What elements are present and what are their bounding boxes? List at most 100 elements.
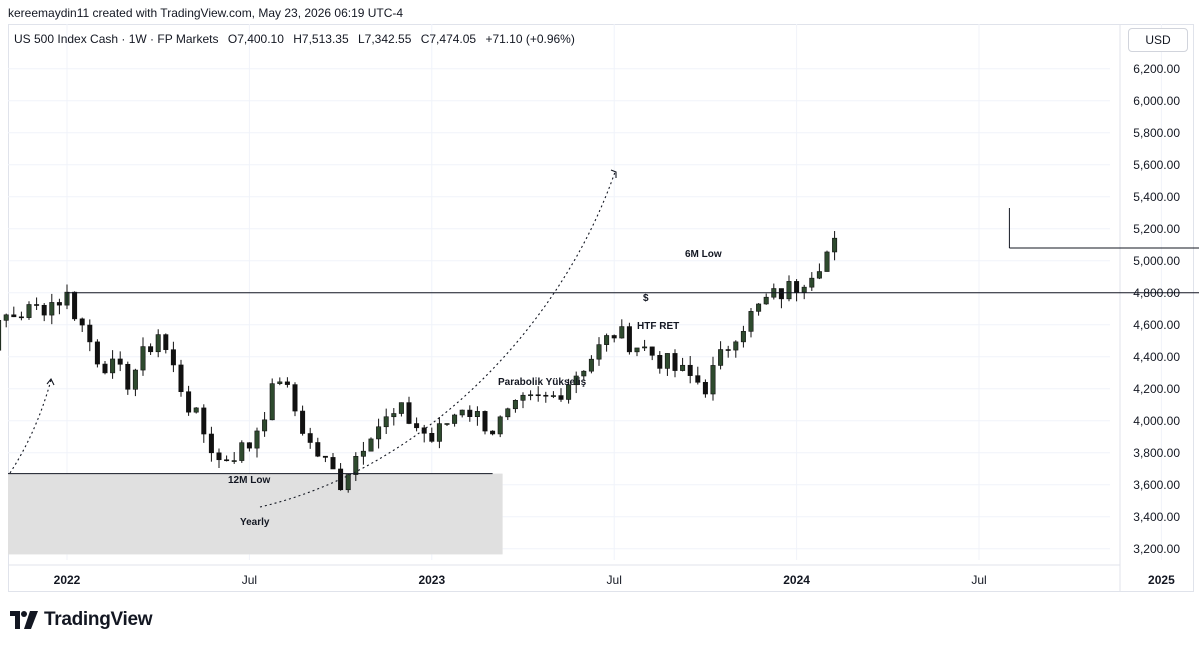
- candle-down[interactable]: [330, 457, 336, 470]
- candle-down[interactable]: [292, 384, 298, 412]
- candle-up[interactable]: [254, 430, 260, 449]
- candle-down[interactable]: [148, 346, 154, 353]
- candle-down[interactable]: [778, 288, 784, 300]
- candle-up[interactable]: [459, 409, 465, 416]
- candle-down[interactable]: [695, 375, 701, 383]
- candle-down[interactable]: [72, 291, 78, 320]
- candle-down[interactable]: [246, 442, 252, 449]
- candle-up[interactable]: [512, 400, 518, 410]
- candle-up[interactable]: [49, 302, 55, 316]
- candle-up[interactable]: [3, 314, 9, 321]
- candle-down[interactable]: [429, 432, 435, 442]
- candle-up[interactable]: [756, 303, 762, 312]
- candle-up[interactable]: [193, 407, 199, 413]
- candle-down[interactable]: [467, 409, 473, 417]
- candle-up[interactable]: [140, 346, 146, 371]
- candle-down[interactable]: [216, 452, 222, 461]
- candle-down[interactable]: [102, 363, 108, 374]
- candle-down[interactable]: [702, 381, 708, 395]
- candle-up[interactable]: [231, 460, 237, 462]
- candle-up[interactable]: [345, 474, 351, 491]
- candle-up[interactable]: [155, 334, 161, 353]
- candle-down[interactable]: [543, 394, 549, 397]
- candle-down[interactable]: [94, 341, 100, 365]
- candle-down[interactable]: [611, 335, 617, 339]
- candle-up[interactable]: [239, 442, 245, 461]
- candle-up[interactable]: [110, 358, 116, 374]
- candle-up[interactable]: [809, 277, 815, 288]
- candle-down[interactable]: [224, 459, 230, 462]
- candle-up[interactable]: [444, 423, 450, 425]
- candle-up[interactable]: [26, 304, 32, 318]
- candle-down[interactable]: [672, 353, 678, 371]
- candle-down[interactable]: [558, 395, 564, 400]
- symbol-name[interactable]: US 500 Index Cash · 1W · FP Markets: [14, 32, 219, 46]
- candle-down[interactable]: [315, 442, 321, 457]
- candle-down[interactable]: [117, 358, 123, 365]
- candle-up[interactable]: [710, 365, 716, 395]
- candle-up[interactable]: [398, 402, 404, 414]
- candle-up[interactable]: [596, 344, 602, 360]
- candle-up[interactable]: [132, 369, 138, 390]
- candle-up[interactable]: [497, 416, 503, 435]
- candle-up[interactable]: [664, 353, 670, 369]
- candle-up[interactable]: [581, 370, 587, 377]
- candle-up[interactable]: [748, 311, 754, 332]
- tradingview-brand[interactable]: TradingView: [10, 609, 153, 631]
- candle-up[interactable]: [376, 426, 382, 440]
- candle-up[interactable]: [816, 271, 822, 279]
- candle-up[interactable]: [824, 251, 830, 272]
- candle-up[interactable]: [733, 341, 739, 351]
- candle-down[interactable]: [322, 455, 328, 458]
- candle-down[interactable]: [18, 316, 24, 319]
- candle-down[interactable]: [186, 391, 192, 413]
- candle-up[interactable]: [436, 423, 442, 442]
- candle-down[interactable]: [41, 304, 47, 316]
- candle-up[interactable]: [763, 296, 769, 305]
- candle-down[interactable]: [406, 402, 412, 424]
- candle-up[interactable]: [391, 413, 397, 418]
- candle-down[interactable]: [125, 363, 131, 390]
- candle-down[interactable]: [170, 349, 176, 366]
- candle-up[interactable]: [832, 237, 838, 253]
- candle-up[interactable]: [277, 381, 283, 384]
- plot-area[interactable]: [8, 24, 1194, 592]
- candle-up[interactable]: [269, 383, 275, 421]
- currency-button[interactable]: USD: [1128, 28, 1188, 52]
- candle-up[interactable]: [550, 395, 556, 397]
- candle-down[interactable]: [178, 364, 184, 393]
- candle-down[interactable]: [208, 433, 214, 454]
- candle-up[interactable]: [619, 326, 625, 339]
- candle-down[interactable]: [657, 355, 663, 369]
- candle-up[interactable]: [262, 419, 268, 432]
- candle-down[interactable]: [626, 326, 632, 353]
- candle-down[interactable]: [34, 304, 40, 306]
- candle-down[interactable]: [11, 314, 17, 318]
- candle-up[interactable]: [452, 414, 458, 424]
- candle-up[interactable]: [368, 438, 374, 452]
- candle-down[interactable]: [201, 407, 207, 435]
- candle-down[interactable]: [79, 318, 85, 326]
- candle-up[interactable]: [528, 394, 534, 397]
- candle-up[interactable]: [520, 394, 526, 401]
- candle-up[interactable]: [474, 411, 480, 417]
- candle-up[interactable]: [505, 408, 511, 418]
- candle-up[interactable]: [360, 450, 366, 457]
- candle-down[interactable]: [163, 334, 169, 350]
- candle-down[interactable]: [56, 302, 62, 306]
- candle-up[interactable]: [680, 364, 686, 371]
- candle-down[interactable]: [535, 394, 541, 397]
- candle-up[interactable]: [801, 286, 807, 293]
- candle-up[interactable]: [604, 335, 610, 345]
- candle-down[interactable]: [490, 430, 496, 435]
- candle-down[interactable]: [307, 433, 313, 443]
- candle-down[interactable]: [794, 281, 800, 293]
- candle-up[interactable]: [353, 456, 359, 475]
- candle-up[interactable]: [383, 416, 389, 428]
- candle-down[interactable]: [414, 423, 420, 429]
- candle-up[interactable]: [634, 347, 640, 353]
- candle-up[interactable]: [588, 358, 594, 372]
- candle-up[interactable]: [642, 346, 648, 349]
- candle-down[interactable]: [725, 349, 731, 351]
